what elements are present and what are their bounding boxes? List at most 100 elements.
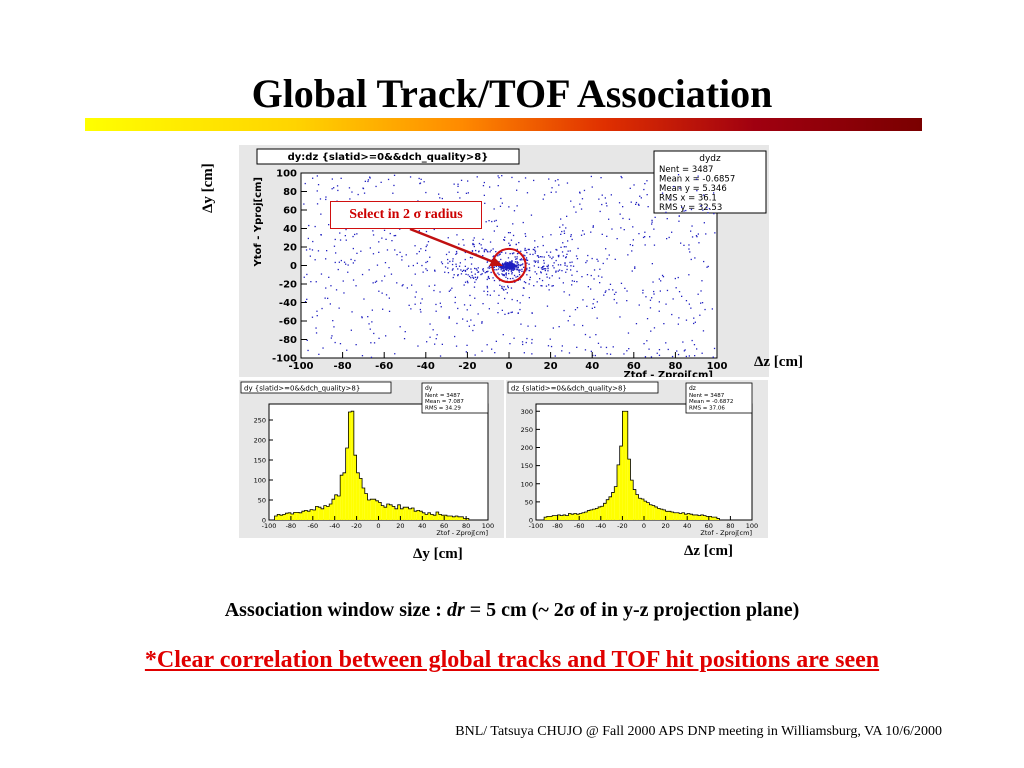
scatter-point	[677, 323, 679, 325]
scatter-point	[483, 181, 485, 184]
scatter-point	[567, 240, 569, 242]
scatter-point	[523, 281, 526, 283]
scatter-point	[381, 280, 383, 282]
scatter-point	[576, 270, 578, 273]
scatter-point	[547, 270, 549, 272]
scatter-point	[455, 250, 458, 253]
scatter-point	[466, 309, 468, 311]
scatter-point	[665, 342, 667, 344]
scatter-point	[653, 244, 656, 246]
dz-hist-bar	[600, 506, 604, 520]
dz-hist-title-box	[507, 381, 659, 394]
scatter-point	[419, 182, 422, 184]
scatter-point	[688, 274, 690, 276]
scatter-point	[663, 323, 665, 325]
dy-hist-bar	[282, 514, 286, 520]
scatter-point	[693, 322, 695, 325]
scatter-point	[396, 282, 398, 284]
scatter-point	[493, 208, 495, 210]
dz-hist-bar	[568, 513, 572, 520]
scatter-point	[486, 278, 488, 281]
scatter-point	[601, 276, 603, 278]
dy-hist-bars	[274, 411, 469, 520]
scatter-point	[514, 281, 516, 283]
scatter-point	[502, 269, 505, 271]
dz-hist-bar	[679, 513, 682, 520]
scatter-point	[535, 260, 537, 262]
scatter-point	[531, 312, 533, 314]
scatter-point	[420, 178, 422, 180]
scatter-point	[517, 267, 519, 269]
scatter-point	[624, 287, 626, 289]
scatter-point	[552, 256, 554, 258]
scatter-point	[457, 274, 459, 277]
scatter-point	[497, 302, 499, 304]
scatter-point	[460, 269, 462, 271]
scatter-point	[570, 265, 572, 267]
dz-hist-bar	[617, 464, 620, 520]
scatter-point	[506, 265, 508, 267]
scatter-point	[378, 290, 380, 292]
scatter-point	[618, 202, 621, 204]
scatter-point	[414, 303, 416, 305]
scatter-point	[633, 184, 635, 186]
scatter-point	[374, 281, 377, 283]
scatter-point	[480, 273, 482, 276]
scatter-point	[658, 310, 660, 312]
scatter-point	[498, 266, 501, 268]
scatter-point	[447, 262, 449, 264]
scatter-point	[501, 273, 503, 275]
scatter-point	[457, 185, 459, 187]
scatter-point	[362, 187, 364, 189]
scatter-point	[475, 253, 477, 255]
scatter-point	[540, 267, 543, 269]
scatter-point	[568, 352, 571, 354]
scatter-point	[408, 265, 410, 267]
scatter-point	[482, 255, 484, 257]
scatter-point	[363, 192, 366, 194]
scatter-point	[477, 271, 480, 273]
scatter-point	[518, 180, 520, 183]
dy-hist-bar	[397, 504, 401, 520]
dy-hist-x-tick-label: -60	[307, 522, 318, 530]
scatter-point	[572, 265, 575, 267]
scatter-point	[503, 239, 506, 241]
scatter-point	[555, 271, 557, 273]
scatter-point	[580, 208, 583, 210]
scatter-point	[472, 329, 474, 332]
scatter-point	[511, 271, 513, 274]
dz-hist-bar	[635, 494, 639, 521]
scatter-point	[387, 178, 390, 181]
scatter-point	[340, 259, 342, 262]
scatter-point	[343, 292, 345, 294]
scatter-point	[328, 276, 330, 278]
scatter-point	[505, 262, 508, 264]
dz-hist-bar	[673, 512, 677, 520]
association-prefix: Association window size :	[224, 599, 447, 621]
scatter-point	[516, 300, 518, 302]
scatter-y-tick-label: 40	[283, 224, 297, 235]
scatter-point	[695, 235, 698, 237]
scatter-point	[573, 206, 575, 208]
dy-histogram-panel: dy {slatid>=0&&dch_quality>8} dy Nent = 34…	[239, 380, 504, 538]
dy-hist-bar	[444, 515, 447, 520]
dz-hist-bar	[587, 510, 590, 520]
scatter-point	[537, 246, 539, 248]
scatter-x-tick-label: 80	[668, 361, 682, 372]
scatter-point	[580, 234, 583, 236]
scatter-point	[316, 175, 318, 177]
dz-hist-bar	[606, 499, 609, 520]
scatter-point	[571, 274, 573, 276]
scatter-point	[562, 255, 565, 257]
scatter-point	[522, 343, 524, 346]
scatter-point	[361, 355, 364, 357]
scatter-point	[583, 233, 585, 235]
scatter-point	[425, 191, 427, 194]
scatter-point	[352, 279, 355, 281]
scatter-point	[325, 287, 327, 289]
dz-axis-annotation-bottom: Δz [cm]	[684, 543, 733, 559]
dy-hist-bar	[386, 504, 390, 520]
scatter-point	[525, 258, 527, 260]
scatter-point	[629, 244, 631, 246]
scatter-point	[501, 251, 503, 253]
